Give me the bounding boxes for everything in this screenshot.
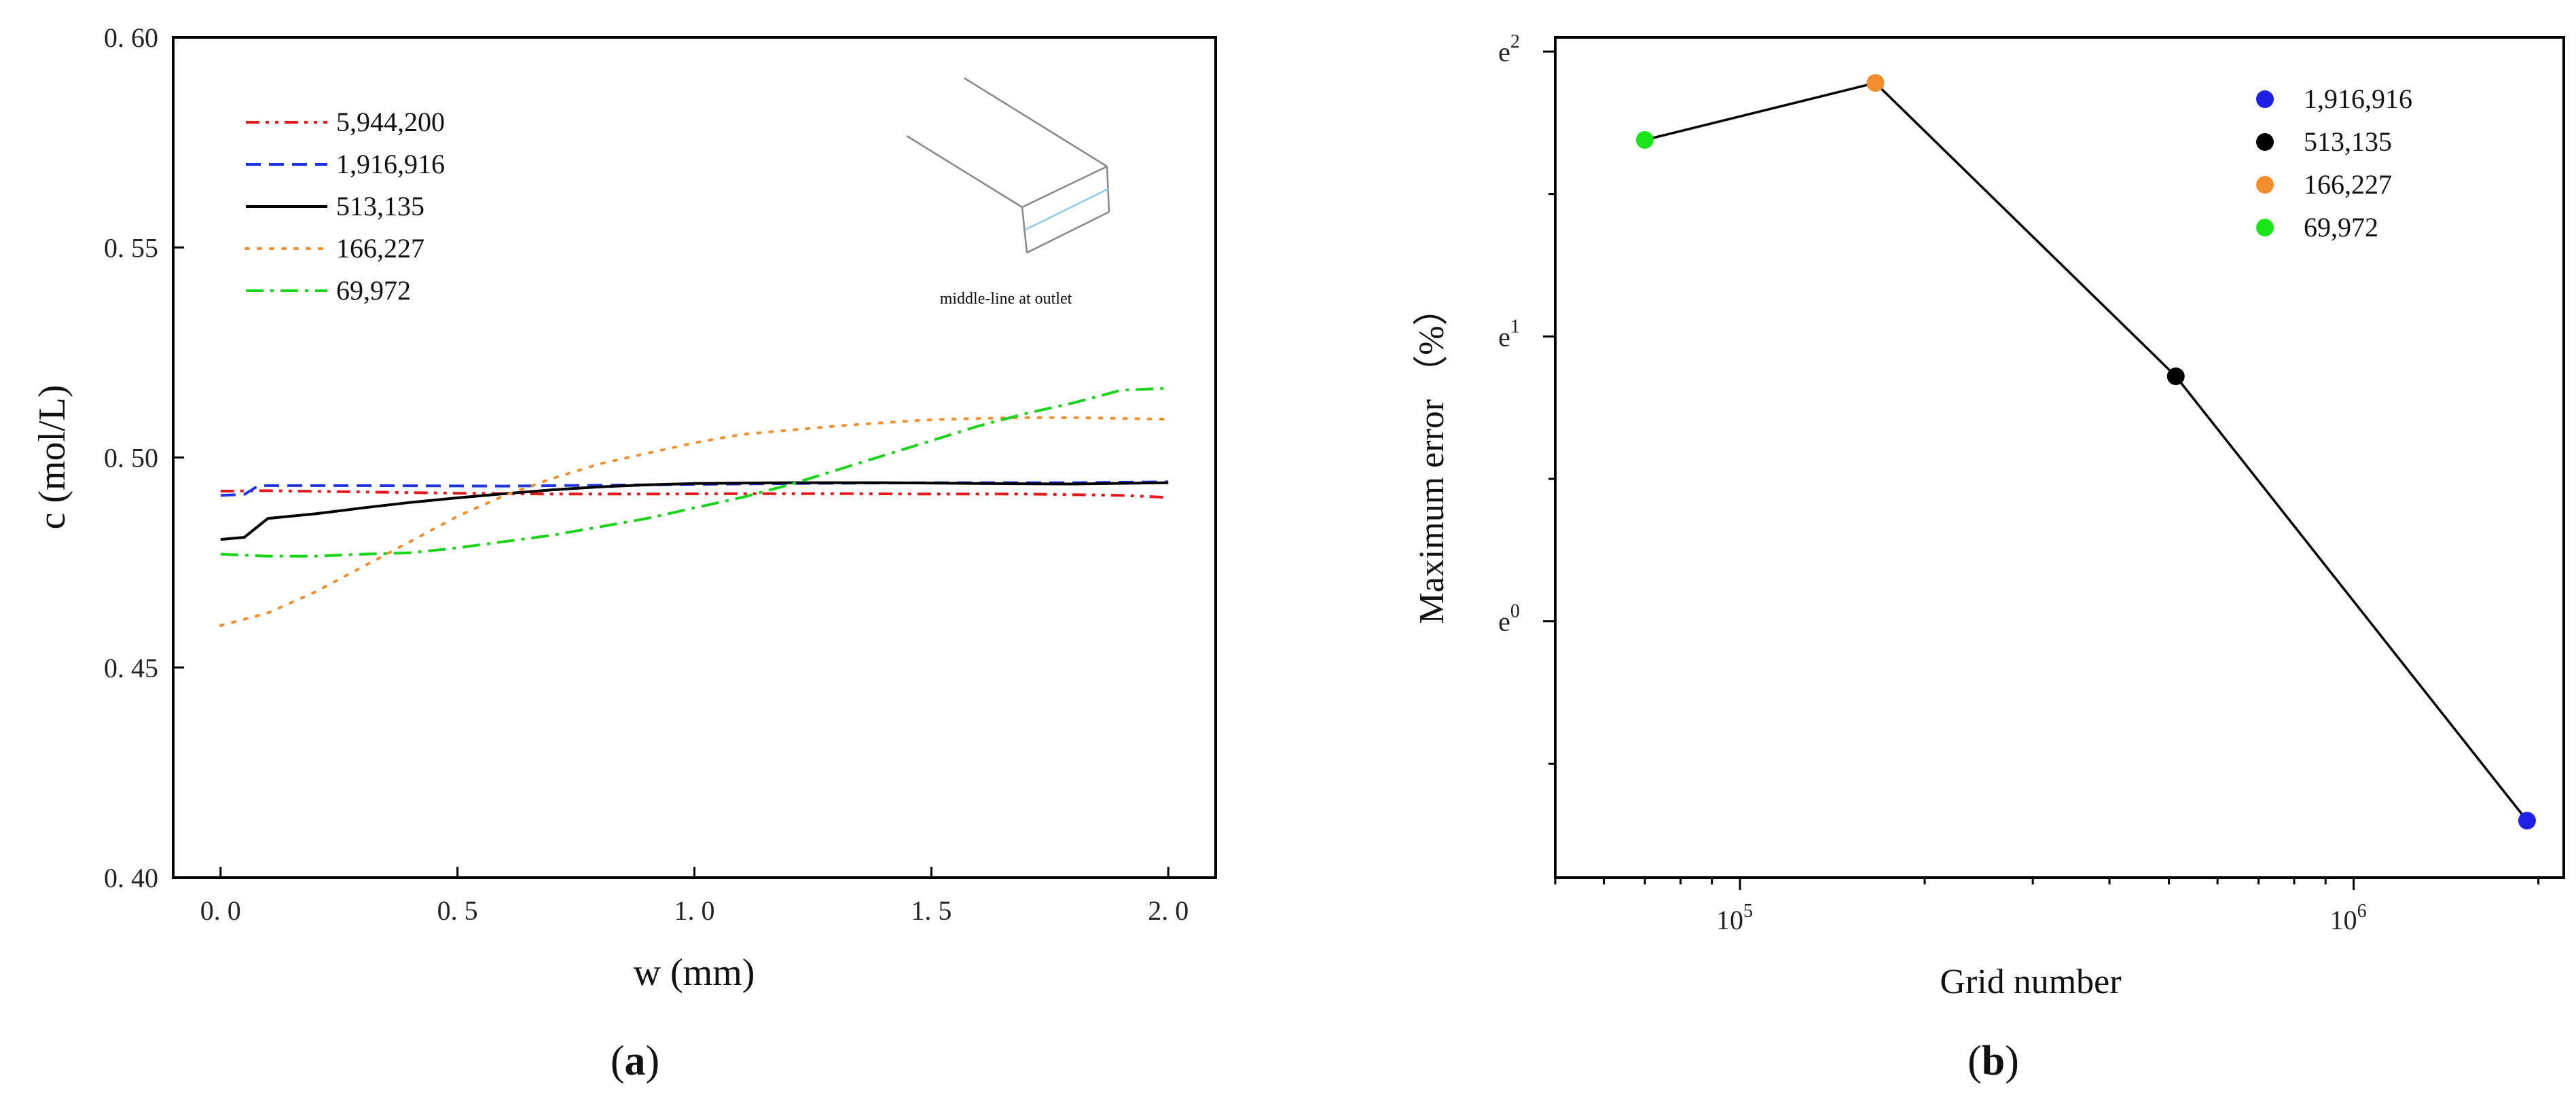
- series-line-1916916: [220, 480, 1169, 497]
- panel-a-x-tick-label: 1. 0: [674, 895, 715, 926]
- legend-label: 5,944,200: [336, 107, 445, 137]
- panel-b-points: [1635, 74, 2536, 830]
- panel-b-y-tick-label: e2: [1498, 31, 1520, 67]
- legend-marker: [2256, 133, 2274, 151]
- panel-a-y-axis-title: c (mol/L): [31, 384, 73, 529]
- error-trend-line: [1644, 82, 2528, 822]
- legend-marker: [2256, 176, 2274, 194]
- panel-a-y-tick-label: 0. 60: [104, 22, 158, 53]
- panel-b-y-axis-title: Maximum error （%）: [1413, 290, 1451, 624]
- panel-b-connecting-line: [1644, 82, 2528, 822]
- panel-a-x-tick-label: 2. 0: [1148, 895, 1189, 926]
- legend-label: 1,916,916: [2304, 84, 2412, 114]
- panel-a-label: (a): [611, 1038, 659, 1084]
- data-point-166227: [1866, 74, 1885, 92]
- panel-a: 0. 0 0. 5 1. 0 1. 5 2. 0 0. 40 0. 45 0. 50 0. 55…: [31, 22, 1217, 1084]
- legend-label: 513,135: [2304, 126, 2392, 157]
- panel-b-y-tick-label: e0: [1498, 601, 1520, 637]
- panel-b-label: (b): [1967, 1038, 2019, 1084]
- panel-a-x-tick-label: 0. 5: [437, 895, 478, 926]
- panel-b-frame: [1554, 36, 2565, 879]
- series-line-166227: [219, 416, 1170, 627]
- panel-b-x-tick-label: 105: [1716, 901, 1753, 935]
- panel-a-y-tick-label: 0. 45: [104, 653, 158, 683]
- panel-a-label-letter: a: [625, 1038, 646, 1084]
- data-point-69972: [1635, 130, 1654, 149]
- panel-b-x-tick-label: 106: [2330, 901, 2367, 935]
- legend-label: 1,916,916: [336, 149, 445, 179]
- data-point-1916916: [2518, 812, 2536, 830]
- panel-a-inset-caption: middle-line at outlet: [940, 290, 1072, 308]
- legend-label: 69,972: [2304, 212, 2378, 243]
- panel-a-series: [219, 387, 1170, 627]
- legend-label: 513,135: [336, 191, 424, 221]
- panel-a-inset-middle-line: [1025, 187, 1109, 231]
- panel-a-y-tick-label: 0. 40: [104, 863, 158, 893]
- panel-b-y-tick-label: e1: [1498, 316, 1520, 352]
- panel-a-legend: 5,944,200 1,916,916 513,135 166,227 69,972: [244, 107, 445, 306]
- panel-a-x-tick-label: 1. 5: [911, 895, 951, 926]
- legend-marker: [2256, 90, 2274, 108]
- panel-a-x-tick-label: 0. 0: [200, 895, 241, 926]
- legend-label: 166,227: [2304, 169, 2392, 200]
- panel-b-label-letter: b: [1982, 1038, 2005, 1084]
- panel-a-y-tick-label: 0. 50: [104, 443, 158, 473]
- panel-a-x-axis-title: w (mm): [634, 952, 755, 994]
- series-line-513135: [220, 481, 1169, 541]
- panel-b: 105 106 e0 e1 e2 Grid number Maximum error （…: [1413, 31, 2565, 1084]
- panel-a-y-tick-label: 0. 55: [104, 232, 158, 263]
- panel-b-x-axis-title: Grid number: [1940, 963, 2121, 1001]
- data-point-513135: [2166, 367, 2185, 385]
- legend-label: 69,972: [336, 275, 411, 306]
- panel-b-tick-labels: 105 106 e0 e1 e2: [1498, 31, 2366, 935]
- panel-b-legend: 1,916,916 513,135 166,227 69,972: [2256, 84, 2412, 243]
- legend-label: 166,227: [336, 233, 424, 264]
- series-line-5944200: [220, 489, 1169, 499]
- panel-a-frame: [172, 36, 1217, 879]
- panel-a-tick-labels: 0. 0 0. 5 1. 0 1. 5 2. 0 0. 40 0. 45 0. 50 0. 55…: [104, 22, 1189, 926]
- series-line-69972: [220, 387, 1169, 558]
- panel-a-inset-channel-sketch: [906, 77, 1110, 254]
- legend-marker: [2256, 219, 2274, 236]
